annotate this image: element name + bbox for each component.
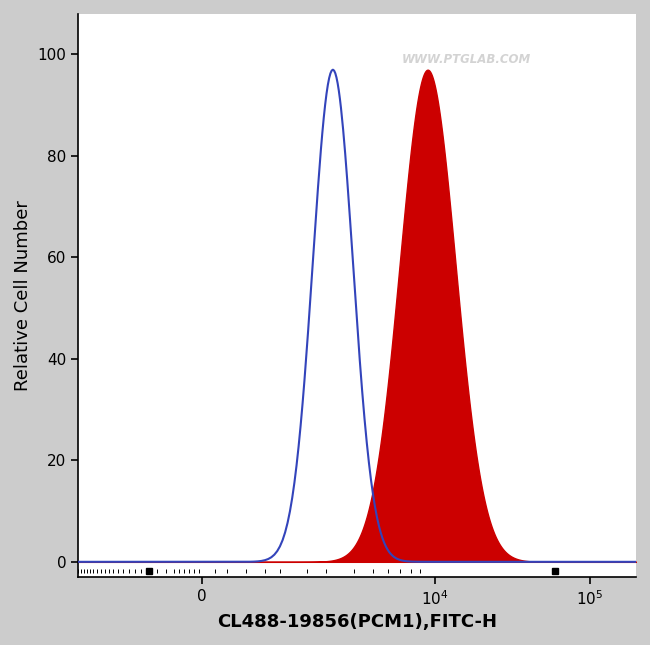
Y-axis label: Relative Cell Number: Relative Cell Number xyxy=(14,200,32,391)
X-axis label: CL488-19856(PCM1),FITC-H: CL488-19856(PCM1),FITC-H xyxy=(217,613,497,631)
Text: WWW.PTGLAB.COM: WWW.PTGLAB.COM xyxy=(402,54,531,66)
